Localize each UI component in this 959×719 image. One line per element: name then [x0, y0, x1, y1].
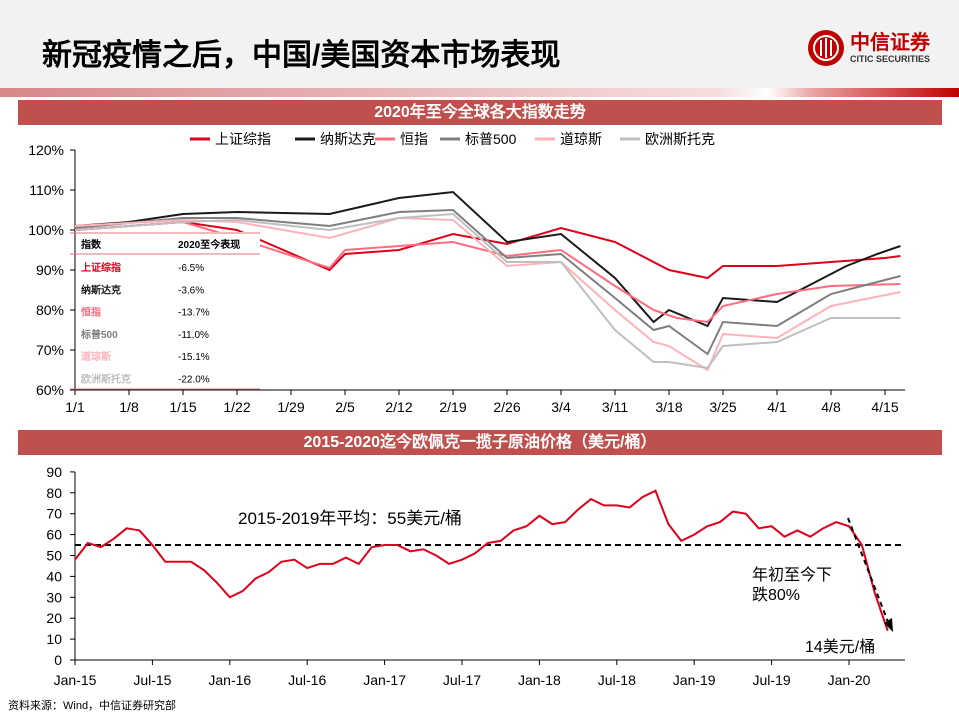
x-tick-label: Jul-17	[443, 672, 481, 688]
table-value: -11.0%	[178, 330, 209, 341]
y-tick-label: 30	[46, 589, 62, 605]
divider	[0, 88, 959, 97]
x-tick-label: Jul-15	[133, 672, 171, 688]
x-tick-label: Jul-18	[598, 672, 636, 688]
x-tick-label: 3/18	[655, 399, 682, 415]
table-index-name: 欧洲斯托克	[81, 373, 131, 386]
y-tick-label: 110%	[29, 182, 64, 198]
table-value: -13.7%	[178, 308, 210, 319]
table-index-name: 上证综指	[81, 261, 121, 274]
table-value: -3.6%	[178, 285, 204, 296]
legend-label: 上证综指	[215, 131, 271, 147]
y-tick-label: 120%	[28, 142, 64, 158]
y-tick-label: 100%	[28, 222, 64, 238]
annotation: 14美元/桶	[805, 638, 875, 656]
x-tick-label: 4/1	[767, 399, 787, 415]
table-header: 2020至今表现	[178, 238, 240, 251]
x-tick-label: Jul-19	[753, 672, 791, 688]
x-tick-label: Jan-18	[518, 672, 561, 688]
y-tick-label: 20	[46, 610, 62, 626]
annotation: 年初至今下	[752, 566, 832, 584]
decline-arrow	[847, 517, 889, 623]
series-line-5	[74, 212, 901, 370]
table-value: -22.0%	[178, 375, 210, 386]
y-tick-label: 40	[46, 568, 62, 584]
legend-label: 欧洲斯托克	[645, 131, 715, 147]
arrow-head-icon	[884, 618, 893, 632]
x-tick-label: 2/26	[493, 399, 520, 415]
x-tick-label: 1/15	[169, 399, 196, 415]
x-tick-label: 2/5	[335, 399, 355, 415]
legend-label: 恒指	[400, 131, 428, 147]
x-tick-label: 4/8	[821, 399, 841, 415]
x-tick-label: 1/29	[277, 399, 304, 415]
x-tick-label: Jan-20	[828, 672, 871, 688]
x-tick-label: 3/4	[551, 399, 571, 415]
table-value: -6.5%	[178, 263, 204, 274]
series-line-0	[74, 220, 901, 280]
table-value: -15.1%	[178, 352, 210, 363]
x-tick-label: 2/12	[385, 399, 412, 415]
table-index-name: 纳斯达克	[81, 283, 121, 296]
y-tick-label: 0	[54, 652, 62, 668]
table-bg	[76, 232, 260, 388]
page-title: 新冠疫情之后，中国/美国资本市场表现	[42, 39, 561, 72]
series-line-3	[74, 208, 901, 356]
table-header: 指数	[81, 238, 102, 251]
chart2-title: 2015-2020迄今欧佩克一揽子原油价格（美元/桶）	[18, 430, 942, 455]
x-tick-label: 3/25	[709, 399, 736, 415]
y-tick-label: 90	[46, 464, 62, 480]
header: 新冠疫情之后，中国/美国资本市场表现 中信证券 CITIC SECURITIES	[0, 0, 959, 88]
table-index-name: 恒指	[81, 306, 101, 319]
legend-label: 标普500	[465, 131, 517, 147]
annotation: 跌80%	[752, 586, 800, 604]
x-tick-label: Jul-16	[288, 672, 326, 688]
legend-label: 纳斯达克	[320, 131, 376, 147]
x-tick-label: 4/15	[871, 399, 898, 415]
source-note: 资料来源：Wind，中信证券研究部	[8, 700, 177, 712]
series-line-1	[74, 190, 901, 328]
logo-text: 中信证券	[850, 32, 930, 54]
y-tick-label: 60	[46, 527, 62, 543]
x-tick-label: 2/19	[439, 399, 466, 415]
table-index-name: 标普500	[80, 328, 118, 341]
y-tick-label: 70	[46, 506, 62, 522]
citic-logo-icon	[808, 30, 844, 66]
x-tick-label: Jan-17	[363, 672, 406, 688]
x-tick-label: Jan-15	[54, 672, 97, 688]
y-tick-label: 60%	[36, 382, 64, 398]
average-label: 2015-2019年平均：55美元/桶	[238, 509, 462, 528]
y-tick-label: 10	[46, 631, 62, 647]
x-tick-label: 1/1	[65, 399, 85, 415]
series-line-4	[74, 216, 901, 372]
y-tick-label: 70%	[36, 342, 64, 358]
y-tick-label: 50	[46, 548, 62, 564]
logo-en: CITIC SECURITIES	[850, 54, 931, 64]
y-tick-label: 80%	[36, 302, 64, 318]
logo: 中信证券 CITIC SECURITIES	[806, 28, 930, 68]
x-tick-label: Jan-19	[673, 672, 716, 688]
legend-label: 道琼斯	[560, 131, 602, 147]
x-tick-label: 1/8	[119, 399, 139, 415]
x-tick-label: 1/22	[223, 399, 250, 415]
y-tick-label: 80	[46, 485, 62, 501]
series-line-2	[74, 220, 901, 324]
table-index-name: 道琼斯	[81, 350, 111, 363]
oil-price-line	[74, 489, 889, 632]
x-tick-label: Jan-16	[208, 672, 251, 688]
x-tick-label: 3/11	[602, 399, 628, 415]
chart1-title: 2020年至今全球各大指数走势	[18, 100, 942, 125]
y-tick-label: 90%	[36, 262, 64, 278]
